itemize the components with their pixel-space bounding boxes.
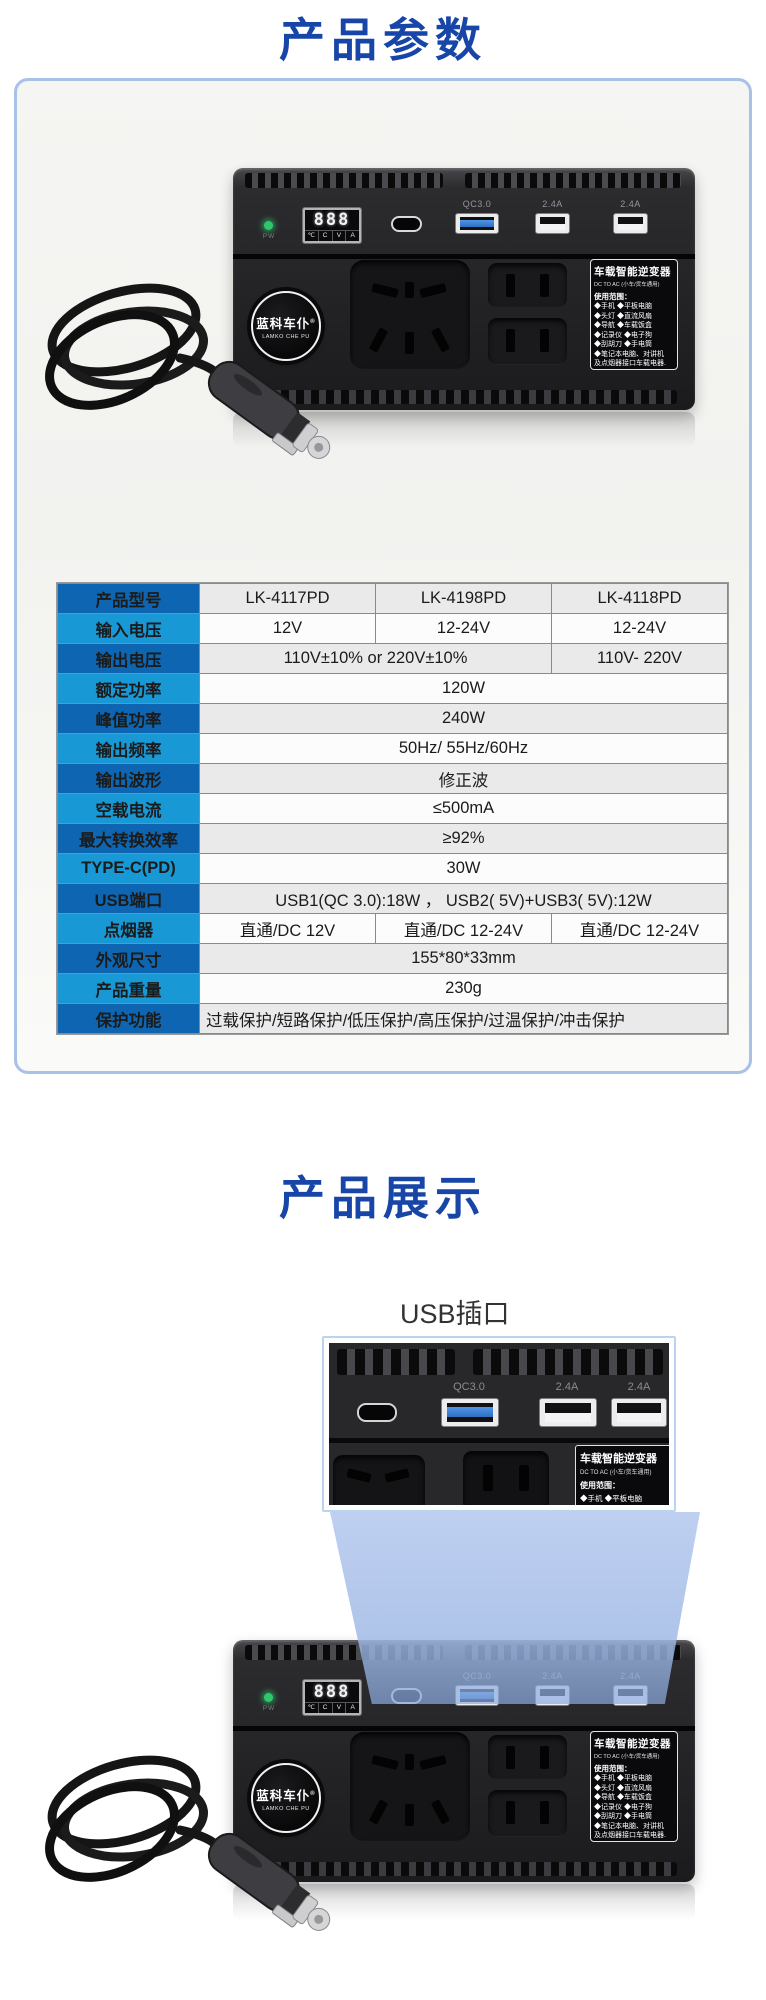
- usb3-port-label: 2.4A: [620, 199, 641, 209]
- table-row: 最大转换效率 ≥92%: [57, 823, 728, 854]
- display-units: ℃ C V A: [305, 230, 359, 241]
- universal-socket: [350, 260, 470, 370]
- usb-closeup-photo: QC3.0 2.4A 2.4A 车载智能逆变器 DC TO AC (小车/货车通…: [329, 1343, 669, 1505]
- brand-subname: LAMKO CHE PU: [262, 1805, 310, 1812]
- unit-a: A: [345, 1703, 359, 1713]
- info-label-range: 使用范围：: [594, 292, 632, 301]
- table-row: TYPE-C(PD) 30W: [57, 853, 728, 884]
- unit-celsius: ℃: [307, 1704, 316, 1711]
- product-photo-main: PW 888 ℃ C V A QC3.0 2.4A 2.4A 蓝科车仆® LAMKO …: [0, 150, 766, 480]
- closeup-vent-right: [473, 1349, 663, 1375]
- usb2-port: [535, 213, 570, 234]
- closeup-vent-left: [337, 1349, 455, 1375]
- voltage-display: 888 ℃ C V A: [302, 1679, 362, 1716]
- qc-usb-port: [441, 1398, 499, 1427]
- bottom-vent: [251, 1862, 677, 1876]
- power-led-label: PW: [262, 233, 276, 240]
- table-row: 输入电压 12V 12-24V 12-24V: [57, 613, 728, 644]
- top-vent-left: [245, 173, 443, 188]
- info-label-title: 车载智能逆变器: [594, 1738, 671, 1750]
- unit-c: C: [317, 1703, 332, 1713]
- usb3-port-label: 2.4A: [627, 1381, 651, 1393]
- info-label-subtitle: DC TO AC (小车/货车通用): [594, 282, 660, 288]
- us-outlet-bottom: [488, 318, 567, 365]
- unit-a: A: [345, 231, 359, 241]
- brand-subname: LAMKO CHE PU: [262, 333, 310, 340]
- bottom-vent: [251, 390, 677, 404]
- zoom-callout-beam: [330, 1512, 700, 1704]
- usb2-port-label: 2.4A: [542, 199, 563, 209]
- us-outlet-bottom: [488, 1790, 567, 1837]
- brand-logo: 蓝科车仆® LAMKO CHE PU: [251, 1763, 321, 1833]
- table-row: 输出频率 50Hz/ 55Hz/60Hz: [57, 733, 728, 764]
- unit-v: V: [331, 231, 346, 241]
- us-outlet-top: [488, 1735, 567, 1780]
- display-units: ℃ C V A: [305, 1702, 359, 1713]
- usb-closeup-box: QC3.0 2.4A 2.4A 车载智能逆变器 DC TO AC (小车/货车通…: [322, 1336, 676, 1512]
- closeup-ports-panel: QC3.0 2.4A 2.4A: [329, 1381, 669, 1443]
- usb2-port: [539, 1398, 597, 1427]
- qc-port-label: QC3.0: [462, 199, 492, 209]
- brand-name: 蓝科车仆: [256, 1788, 311, 1803]
- brand-reg-mark: ®: [310, 1790, 316, 1797]
- spec-table: 产品型号 LK-4117PD LK-4198PD LK-4118PD 输入电压 12V 1…: [56, 582, 729, 1035]
- table-row: 额定功率 120W: [57, 673, 728, 704]
- top-vent-right: [465, 173, 681, 188]
- usb3-port: [613, 213, 648, 234]
- table-row: 峰值功率 240W: [57, 703, 728, 734]
- unit-c: C: [317, 231, 332, 241]
- info-label: 车载智能逆变器 DC TO AC (小车/货车通用) 使用范围： ◆手机 ◆平板…: [590, 259, 678, 370]
- universal-socket: [350, 1732, 470, 1842]
- display-digits: 888: [313, 209, 351, 230]
- us-outlet-partial: [463, 1451, 549, 1505]
- table-row: 保护功能 过载保护/短路保护/低压保护/高压保护/过温保护/冲击保护: [57, 1003, 728, 1034]
- universal-socket-partial: [333, 1455, 425, 1505]
- table-row: 产品型号 LK-4117PD LK-4198PD LK-4118PD: [57, 583, 728, 614]
- table-row: 外观尺寸 155*80*33mm: [57, 943, 728, 974]
- section-title-parameters: 产品参数: [279, 14, 487, 66]
- unit-v: V: [331, 1703, 346, 1713]
- usb2-port-label: 2.4A: [555, 1381, 579, 1393]
- table-row: 点烟器 直通/DC 12V 直通/DC 12-24V 直通/DC 12-24V: [57, 913, 728, 944]
- qc-port-label: QC3.0: [453, 1381, 485, 1393]
- outlets-panel: 蓝科车仆® LAMKO CHE PU 车载智能逆变器 DC TO AC (小车/…: [233, 259, 695, 387]
- section-title-display: 产品展示: [279, 1172, 487, 1224]
- table-row: 产品重量 230g: [57, 973, 728, 1004]
- brand-logo: 蓝科车仆® LAMKO CHE PU: [251, 291, 321, 361]
- power-led-icon: [264, 221, 273, 230]
- info-label-subtitle: DC TO AC (小车/货车通用): [594, 1754, 660, 1760]
- power-led-icon: [264, 1693, 273, 1702]
- table-row: 输出电压 110V±10% or 220V±10% 110V- 220V: [57, 643, 728, 674]
- display-digits: 888: [313, 1681, 351, 1702]
- power-led-label: PW: [262, 1705, 276, 1712]
- info-label-range: 使用范围：: [594, 1764, 632, 1773]
- typec-port: [391, 216, 422, 232]
- brand-reg-mark: ®: [310, 318, 316, 325]
- table-row: USB端口 USB1(QC 3.0):18W ， USB2( 5V)+USB3( …: [57, 883, 728, 914]
- outlets-panel: 蓝科车仆® LAMKO CHE PU 车载智能逆变器 DC TO AC (小车/…: [233, 1731, 695, 1859]
- cigarette-plug-cable: [45, 283, 331, 459]
- info-label-partial: 车载智能逆变器 DC TO AC (小车/货车通用) 使用范围： ◆手机 ◆平板…: [575, 1445, 669, 1505]
- unit-celsius: ℃: [307, 232, 316, 239]
- typec-port: [357, 1403, 397, 1422]
- usb3-port: [611, 1398, 667, 1427]
- info-label: 车载智能逆变器 DC TO AC (小车/货车通用) 使用范围： ◆手机 ◆平板…: [590, 1731, 678, 1842]
- us-outlet-top: [488, 263, 567, 308]
- voltage-display: 888 ℃ C V A: [302, 207, 362, 244]
- info-label-title: 车载智能逆变器: [594, 266, 671, 278]
- cigarette-plug-cable: [45, 1755, 331, 1931]
- qc-usb-port: [455, 213, 499, 234]
- table-row: 输出波形 修正波: [57, 763, 728, 794]
- table-row: 空载电流 ≤500mA: [57, 793, 728, 824]
- usb-callout-label: USB插口: [400, 1299, 510, 1329]
- brand-name: 蓝科车仆: [256, 316, 311, 331]
